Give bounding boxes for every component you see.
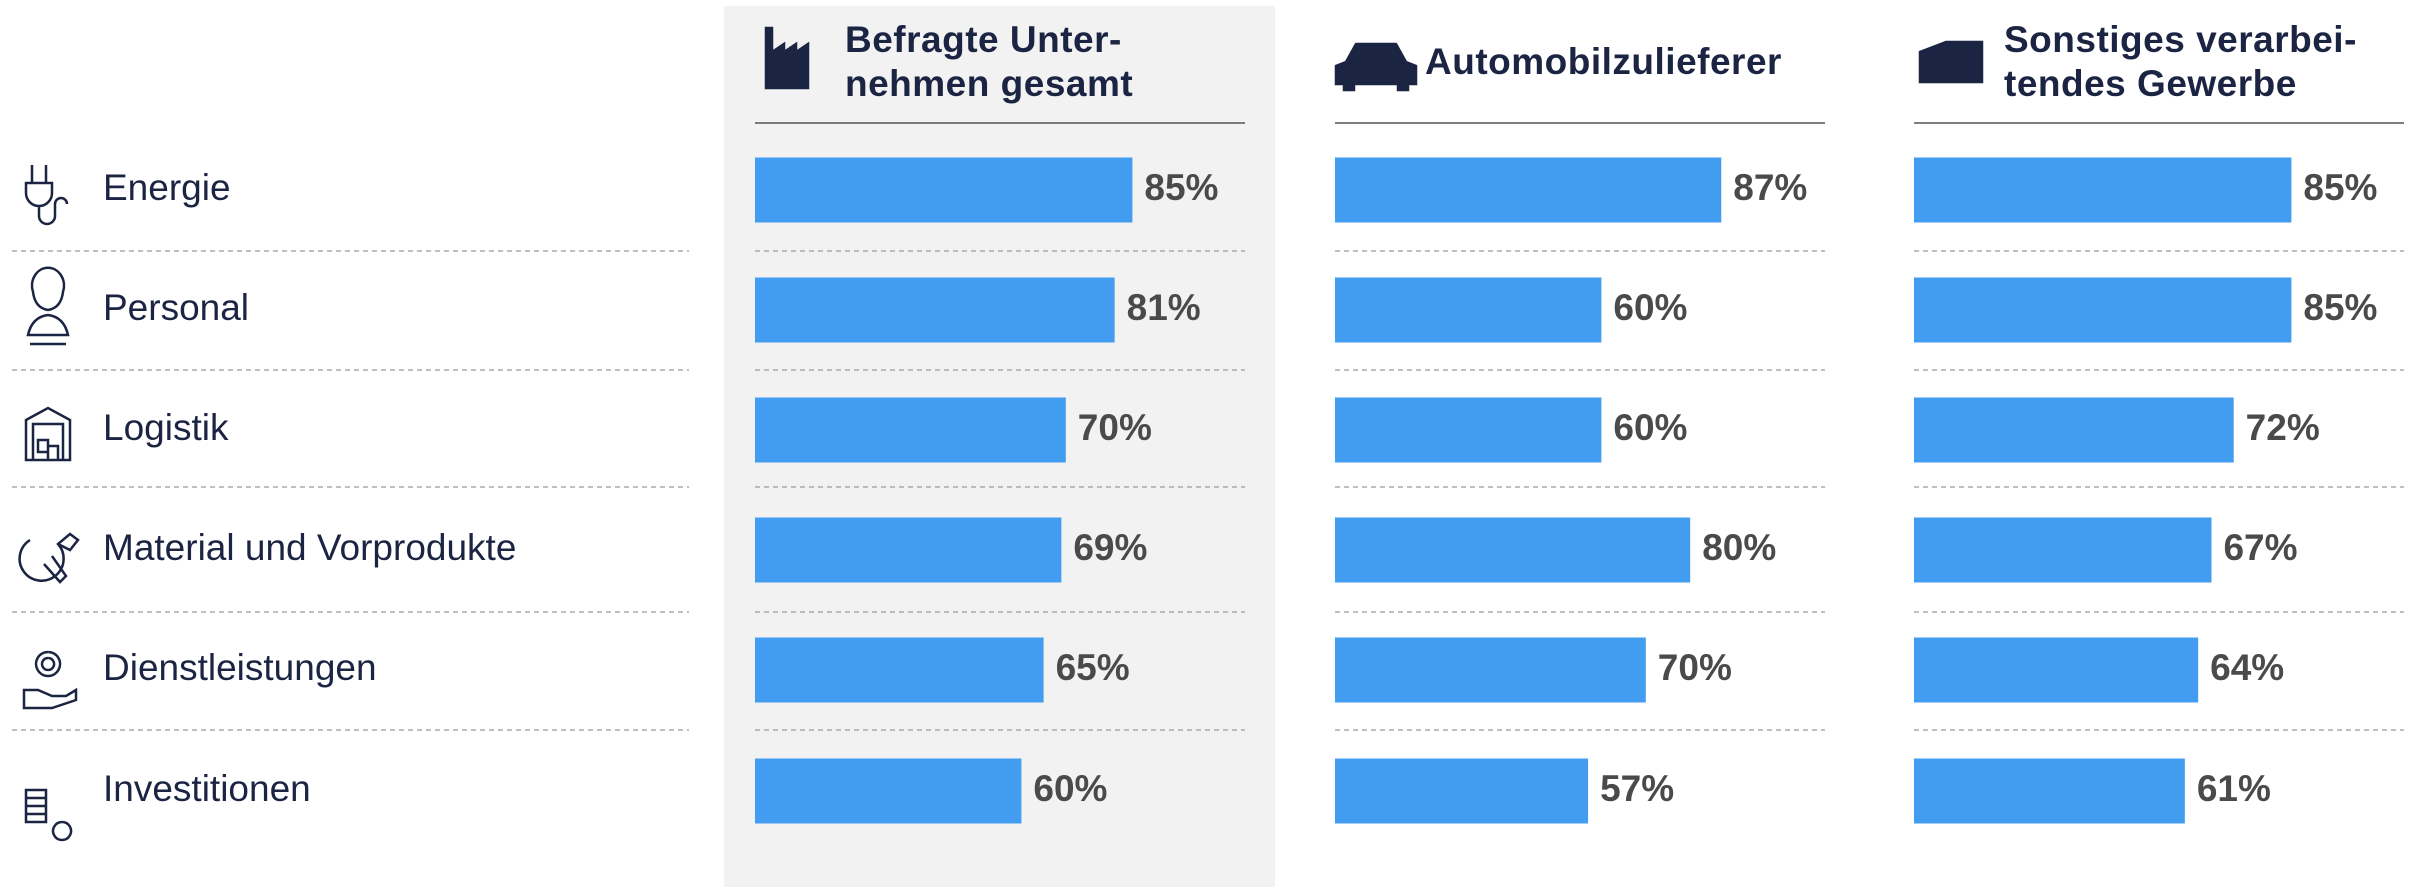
value-label: 57% [1600, 768, 1674, 809]
bar [755, 157, 1133, 223]
category-label: Material und Vorprodukte [103, 527, 516, 568]
bar [1914, 397, 2234, 463]
bar [1335, 397, 1602, 463]
value-label: 80% [1702, 527, 1776, 568]
bar [755, 758, 1022, 824]
category-icons [18, 165, 80, 842]
value-label: 85% [2303, 287, 2377, 328]
value-label: 72% [2246, 407, 2320, 448]
value-label: 61% [2197, 768, 2271, 809]
bar [755, 517, 1062, 583]
value-label: 70% [1658, 647, 1732, 688]
category-label: Personal [103, 287, 249, 328]
category-label: Logistik [103, 407, 229, 448]
series-icons [764, 26, 1984, 92]
bar [1914, 277, 2292, 343]
value-label: 67% [2223, 527, 2297, 568]
value-label: 60% [1613, 287, 1687, 328]
series-title: Befragte Unter- nehmen gesamt [845, 19, 1134, 104]
bar [1335, 637, 1646, 703]
series-title: Sonstiges verarbei- tendes Gewerbe [2004, 19, 2357, 104]
value-label: 65% [1056, 647, 1130, 688]
bar [1914, 637, 2199, 703]
category-label: Dienstleistungen [103, 647, 377, 688]
category-label: Energie [103, 167, 231, 208]
bar [1335, 517, 1691, 583]
value-label: 64% [2210, 647, 2284, 688]
value-label: 81% [1127, 287, 1201, 328]
bar [755, 397, 1066, 463]
bar [755, 637, 1044, 703]
value-label: 85% [2303, 167, 2377, 208]
category-label: Investitionen [103, 768, 311, 809]
bar [1914, 758, 2185, 824]
value-label: 69% [1073, 527, 1147, 568]
series-title: Automobilzulieferer [1425, 41, 1782, 82]
bar [1335, 157, 1722, 223]
bar [1335, 758, 1589, 824]
bar [1914, 157, 2292, 223]
value-label: 85% [1144, 167, 1218, 208]
bar [1914, 517, 2212, 583]
value-label: 87% [1733, 167, 1807, 208]
value-label: 70% [1078, 407, 1152, 448]
bar [755, 277, 1115, 343]
value-label: 60% [1033, 768, 1107, 809]
value-label: 60% [1613, 407, 1687, 448]
bar [1335, 277, 1602, 343]
